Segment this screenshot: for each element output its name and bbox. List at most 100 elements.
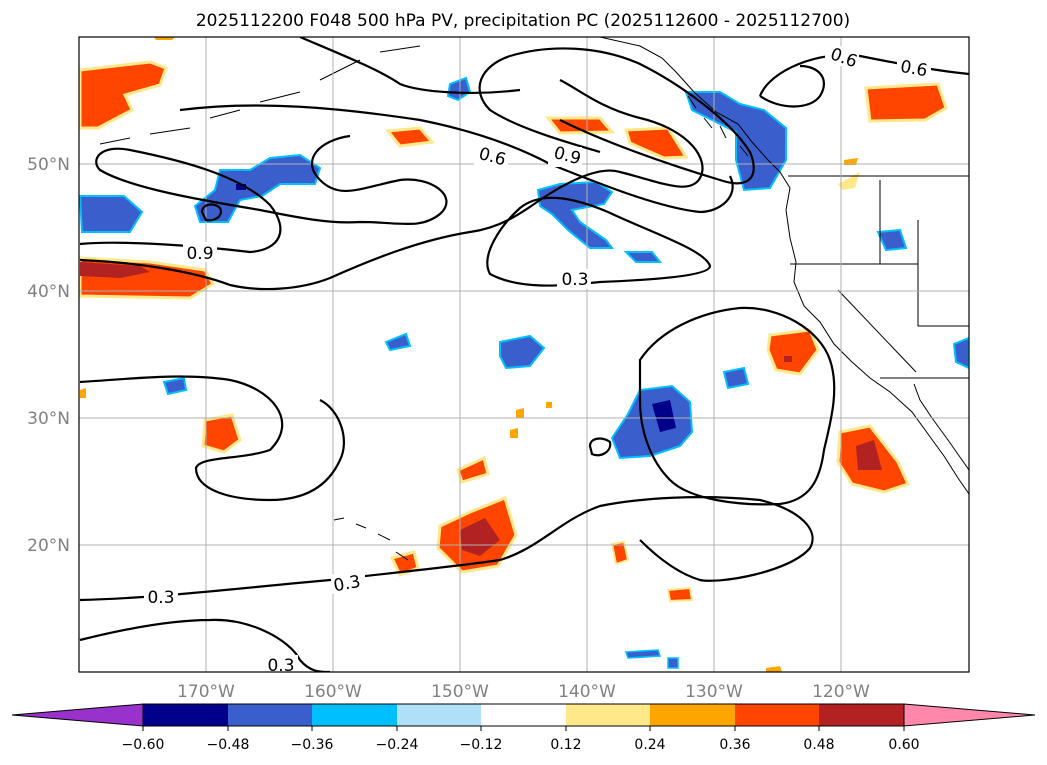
precip-positive-area	[623, 126, 689, 160]
pv-contour-label: 0.3	[147, 588, 174, 608]
precip-positive-area	[546, 402, 552, 408]
colorbar-bin	[819, 704, 904, 726]
pv-contour-label: 0.3	[267, 656, 294, 676]
pv-small-loop	[200, 203, 222, 222]
precip-negative-area	[667, 657, 679, 669]
lat-label: 20°N	[27, 536, 70, 556]
precip-negative-area	[193, 153, 322, 223]
precip-negative-area	[624, 649, 662, 659]
precip-negative-area	[162, 376, 188, 396]
precip-negative-area	[384, 332, 412, 352]
pv-contour-0-9-upper	[478, 47, 755, 185]
pv-contour-0-3-sw	[79, 618, 331, 672]
colorbar-bin	[397, 704, 481, 726]
precip-negative-area	[499, 334, 546, 370]
colorbar-bin	[228, 704, 312, 726]
precip-negative-area	[536, 180, 614, 249]
precip-positive-area	[610, 540, 630, 566]
pv-contour-0-9	[79, 134, 448, 254]
lon-label: 120°W	[812, 682, 870, 702]
colorbar-bin	[566, 704, 650, 726]
pv-contour-label: 0.3	[561, 270, 588, 290]
state-borders	[788, 175, 969, 379]
plot-area: 0.6 0.9 0.6 0.6 0.9 0.3 0.3 0.3 0.3	[79, 37, 969, 676]
pv-contour-label-group: 0.6 0.9 0.6 0.6 0.9 0.3 0.3 0.3 0.3	[144, 44, 931, 676]
gridlines	[79, 37, 969, 672]
lon-label: 150°W	[431, 682, 489, 702]
lat-label: 30°N	[27, 409, 70, 429]
pv-contour-ne-0-6	[758, 53, 969, 97]
precip-negative-area	[876, 228, 908, 252]
precip-negative-area	[79, 195, 144, 233]
colorbar-tick-label: −0.60	[122, 737, 165, 753]
lat-label: 40°N	[27, 282, 70, 302]
coastal-islands	[687, 95, 749, 157]
lon-label: 130°W	[685, 682, 743, 702]
colorbar-tick-label: 0.48	[803, 737, 834, 753]
colorbar-over-extend	[903, 703, 1036, 727]
north-america-coastline	[599, 37, 969, 495]
precip-negative-area	[623, 251, 663, 263]
colorbar: −0.60 −0.48 −0.36 −0.24 −0.12 0.12 0.24 …	[11, 703, 1036, 753]
lon-label: 140°W	[558, 682, 616, 702]
precip-positive-area	[385, 126, 435, 148]
colorbar-ticks	[142, 726, 905, 731]
pv-contour-0-6	[79, 79, 704, 291]
hawaiian-islands	[333, 517, 409, 561]
baja-coastline	[913, 383, 969, 471]
precip-positive-area	[79, 60, 168, 130]
precip-positive-area	[201, 413, 242, 454]
precip-positive-area	[544, 116, 616, 135]
precip-positive-area	[154, 37, 175, 40]
precip-positive-area	[80, 262, 150, 278]
precip-positive-area	[510, 428, 518, 438]
precip-positive-area	[666, 586, 694, 603]
precip-negative-area	[652, 400, 676, 432]
pv-contour-0-3-south	[79, 496, 814, 602]
colorbar-tick-label: 0.60	[888, 737, 919, 753]
coastlines	[99, 37, 969, 561]
precip-positive-area	[766, 328, 820, 376]
plot-frame	[78, 36, 970, 673]
colorbar-tick-label: 0.36	[719, 737, 750, 753]
pv-contour-label: 0.6	[899, 57, 929, 81]
lon-label: 160°W	[304, 682, 362, 702]
colorbar-bin	[143, 704, 228, 726]
precip-positive-area	[856, 440, 882, 470]
pv-contour-0-6-upper	[179, 104, 734, 214]
precip-positive-area	[80, 388, 86, 398]
colorbar-tick-label: 0.12	[550, 737, 581, 753]
precip-negative-area	[684, 91, 787, 192]
pv-contour-label: 0.9	[186, 244, 213, 264]
colorbar-bin	[481, 704, 566, 726]
pv-contour-label: 0.3	[332, 572, 362, 596]
pv-contour-0-3-west	[79, 375, 345, 502]
precip-positive-area	[516, 408, 524, 418]
pv-small-loop	[588, 437, 612, 457]
precip-positive-area	[844, 158, 858, 165]
lon-label: 170°W	[177, 682, 235, 702]
precip-positive-area	[389, 550, 420, 577]
precip-positive-area	[864, 82, 948, 123]
precip-negative-area	[610, 384, 694, 460]
colorbar-under-extend	[11, 703, 144, 727]
colorbar-frame	[142, 703, 905, 727]
map-title: 2025112200 F048 500 hPa PV, precipitatio…	[196, 11, 850, 31]
colorbar-tick-label: 0.24	[634, 737, 665, 753]
precip-negative-area	[722, 366, 750, 390]
pv-contour-ne-loop	[759, 64, 825, 108]
precip-negative-area	[446, 76, 472, 102]
colorbar-bin	[312, 704, 397, 726]
pv-contour-0-6-nw	[299, 37, 521, 94]
colorbar-tick-label: −0.24	[376, 737, 419, 753]
precip-positive-area	[460, 518, 500, 556]
lat-label: 50°N	[27, 155, 70, 175]
colorbar-bin	[735, 704, 819, 726]
colorbar-tick-label: −0.12	[460, 737, 503, 753]
precip-positive-area	[766, 666, 782, 672]
colorbar-tick-label: −0.48	[207, 737, 250, 753]
precip-shading	[79, 37, 969, 672]
pv-contour-0-3-central	[638, 306, 836, 506]
precip-positive-area	[784, 356, 792, 362]
